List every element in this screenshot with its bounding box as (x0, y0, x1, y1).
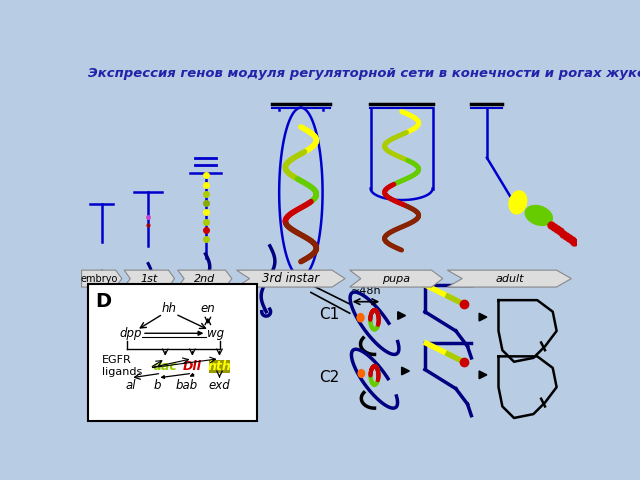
Polygon shape (124, 270, 175, 287)
Polygon shape (402, 367, 410, 375)
Ellipse shape (508, 190, 527, 215)
Text: b: b (154, 379, 161, 392)
Polygon shape (349, 270, 443, 287)
Text: D: D (95, 292, 111, 311)
Text: al: al (125, 379, 136, 392)
Polygon shape (479, 371, 487, 379)
Text: wg: wg (207, 327, 224, 340)
Text: EGFR: EGFR (102, 355, 131, 365)
Text: ~48h: ~48h (351, 286, 381, 296)
Text: Экспрессия генов модуля регуляторной сети в конечности и рогах жуков.: Экспрессия генов модуля регуляторной сет… (88, 67, 640, 80)
Text: C2: C2 (319, 370, 339, 384)
Text: 3rd instar: 3rd instar (262, 272, 319, 285)
Polygon shape (237, 270, 345, 287)
Text: bab: bab (176, 379, 198, 392)
Ellipse shape (525, 205, 553, 226)
Text: Dll: Dll (183, 360, 202, 373)
Polygon shape (397, 312, 406, 319)
Text: C1: C1 (319, 307, 339, 322)
Polygon shape (447, 270, 572, 287)
Polygon shape (81, 270, 122, 287)
Polygon shape (479, 313, 487, 321)
Text: adult: adult (495, 274, 524, 284)
Text: 2nd: 2nd (194, 274, 216, 284)
Text: embryo: embryo (81, 274, 118, 284)
Text: hh: hh (162, 302, 177, 315)
Text: en: en (200, 302, 215, 315)
Ellipse shape (357, 369, 365, 378)
Text: pupa: pupa (382, 274, 410, 284)
Text: ligands: ligands (102, 367, 142, 377)
Bar (209, 360, 230, 372)
Polygon shape (178, 270, 232, 287)
Text: 1st: 1st (141, 274, 158, 284)
Text: exd: exd (209, 379, 230, 392)
Text: dpp: dpp (119, 327, 141, 340)
Bar (88, 284, 257, 421)
Ellipse shape (356, 313, 365, 323)
Text: hth: hth (207, 360, 232, 373)
Text: dac: dac (153, 360, 178, 373)
